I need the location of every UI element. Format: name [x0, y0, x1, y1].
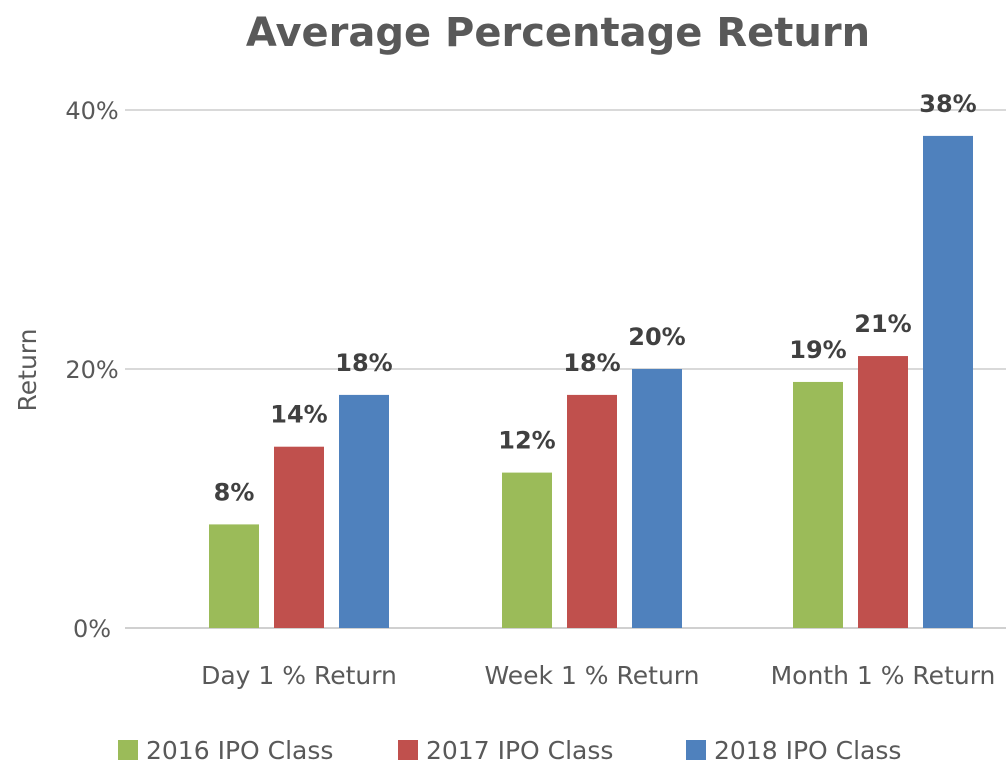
bar: [858, 356, 908, 628]
x-category-label: Week 1 % Return: [485, 661, 700, 690]
legend-label: 2017 IPO Class: [426, 736, 613, 765]
legend-label: 2018 IPO Class: [714, 736, 901, 765]
legend-swatch: [398, 740, 418, 760]
y-tick-label: 20%: [65, 356, 118, 384]
data-label: 21%: [854, 310, 911, 338]
y-tick-label: 0%: [73, 615, 111, 643]
x-category-label: Day 1 % Return: [201, 661, 397, 690]
data-label: 14%: [270, 401, 327, 429]
data-labels: 8% 12% 19% 14% 18% 21% 18% 20% 38%: [214, 90, 977, 506]
bars: [209, 135, 973, 628]
bar: [274, 446, 324, 628]
chart-title: Average Percentage Return: [246, 10, 870, 56]
bar: [567, 394, 617, 628]
x-category-label: Month 1 % Return: [771, 661, 996, 690]
y-axis-ticks: 0% 20% 40%: [65, 97, 118, 643]
bar: [209, 524, 259, 628]
legend-swatch: [686, 740, 706, 760]
bar: [339, 394, 389, 628]
data-label: 38%: [919, 90, 976, 118]
legend: 2016 IPO Class 2017 IPO Class 2018 IPO Cla…: [118, 736, 901, 765]
y-axis-title: Return: [13, 329, 42, 412]
data-label: 12%: [498, 427, 555, 455]
data-label: 20%: [628, 323, 685, 351]
data-label: 18%: [335, 349, 392, 377]
bar: [793, 381, 843, 628]
legend-label: 2016 IPO Class: [146, 736, 333, 765]
data-label: 8%: [214, 478, 255, 506]
data-label: 19%: [789, 336, 846, 364]
bar: [632, 369, 682, 628]
y-tick-label: 40%: [65, 97, 118, 125]
bar: [923, 135, 973, 628]
x-axis-categories: Day 1 % Return Week 1 % Return Month 1 % R…: [201, 661, 995, 690]
legend-swatch: [118, 740, 138, 760]
bar: [502, 472, 552, 628]
data-label: 18%: [563, 349, 620, 377]
